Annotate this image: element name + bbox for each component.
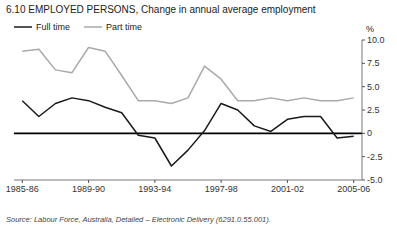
y-tick-label: 5.0 [367,82,380,92]
legend-label: Part time [106,22,142,32]
y-tick [362,110,365,111]
y-tick [362,180,365,181]
legend: Full time Part time [14,22,142,32]
y-tick [362,86,365,87]
legend-label: Full time [36,22,70,32]
y-tick-label: 0 [367,128,372,138]
y-tick-label: 2.5 [367,105,380,115]
legend-swatch [84,26,102,28]
x-tick [154,180,155,183]
x-tick [221,180,222,183]
y-axis-label: % [366,24,374,34]
series-line [22,98,353,166]
y-tick-label: 7.5 [367,58,380,68]
x-tick [287,180,288,183]
x-tick-label: 2001-02 [271,184,304,194]
y-tick [362,63,365,64]
x-tick-label: 1997-98 [205,184,238,194]
title: 6.10 EMPLOYED PERSONS, Change in annual … [6,4,316,15]
x-axis [14,180,362,181]
x-tick-label: 2005-06 [337,184,370,194]
legend-swatch [14,26,32,28]
y-tick [362,133,365,134]
y-axis [362,40,363,180]
zero-line [14,133,362,135]
x-tick [22,180,23,183]
series-line [22,47,353,103]
chart: 6.10 EMPLOYED PERSONS, Change in annual … [0,0,397,227]
y-tick [362,40,365,41]
x-tick-label: 1985-86 [6,184,39,194]
x-tick-label: 1989-90 [72,184,105,194]
y-tick [362,156,365,157]
x-tick-label: 1993-94 [138,184,171,194]
x-tick [353,180,354,183]
y-tick-label: 10.0 [367,35,385,45]
source-note: Source: Labour Force, Australia, Detaile… [6,215,271,224]
y-tick-label: -2.5 [367,152,383,162]
x-tick [88,180,89,183]
plot-area [22,47,353,166]
